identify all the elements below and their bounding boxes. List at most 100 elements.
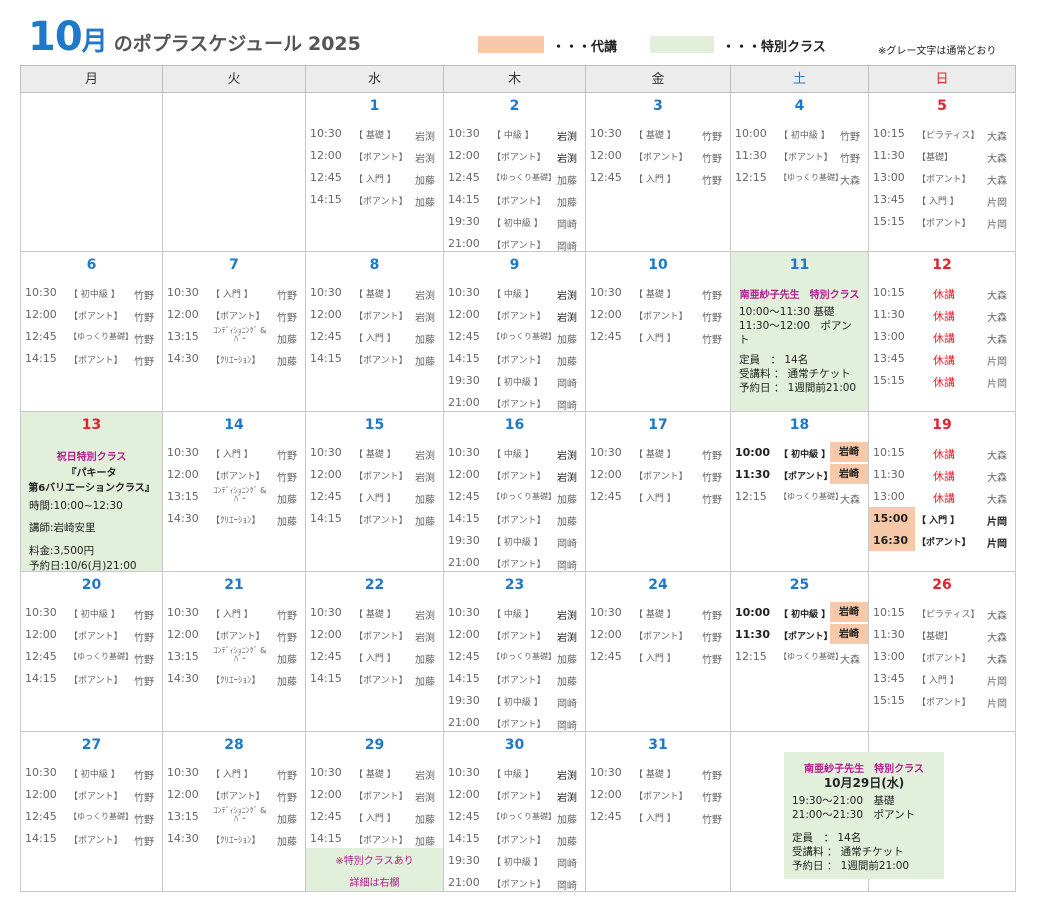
- lesson-time: 14:30: [167, 512, 199, 525]
- lesson-class: 【ポアント】: [354, 472, 408, 482]
- lesson-instructor: 加藤: [277, 837, 297, 848]
- lesson-class: 【 基礎 】: [634, 770, 676, 780]
- lesson-class: 【ポアント】: [917, 538, 971, 548]
- lesson-class: 【 初中級 】: [492, 698, 543, 708]
- lesson-time: 15:00: [869, 507, 915, 529]
- special-class-detail: 受講料 ： 通常チケット: [739, 368, 851, 380]
- day-number: 21: [224, 577, 244, 593]
- lesson-instructor: 片岡: [987, 699, 1007, 710]
- lesson-instructor: 竹野: [277, 771, 297, 782]
- lesson-instructor: 加藤: [415, 357, 435, 368]
- lesson-time: 10:30: [310, 127, 342, 140]
- lesson-row: 19:30 【 初中級 】 岡崎: [444, 371, 585, 391]
- lesson-row: 12:00 【ポアント】 竹野: [163, 305, 305, 325]
- special-class-note: ※特別クラスあり 詳細は右欄: [306, 848, 443, 891]
- lesson-class: 【ポアント】: [69, 792, 123, 802]
- lesson-time: 11:30: [735, 628, 771, 641]
- day-number: 11: [789, 257, 810, 273]
- lesson-row: 12:45 【 入門 】 竹野: [586, 807, 730, 827]
- lesson-instructor: 岡崎: [557, 242, 577, 253]
- lesson-time: 12:00: [25, 788, 57, 801]
- lesson-class: 【ポアント】: [917, 698, 971, 708]
- lesson-row: 10:00 【 初中級 】岩崎: [731, 442, 868, 463]
- lesson-row: 14:30 【ｸﾘｴｰｼｮﾝ】 加藤: [163, 669, 305, 689]
- lesson-time: 21:00: [448, 396, 480, 409]
- lesson-row: 10:30 【 基礎 】 岩渕: [306, 763, 443, 783]
- lesson-class: 【 初中級 】: [69, 770, 120, 780]
- lesson-row: 21:00 【ポアント】 岡崎: [444, 713, 585, 733]
- lesson-time: 12:45: [448, 171, 480, 184]
- lesson-time: 15:15: [873, 694, 905, 707]
- lesson-instructor: 加藤: [277, 655, 297, 666]
- lesson-class: 【 入門 】: [634, 494, 676, 504]
- special-class-title: 祝日特別クラス: [56, 452, 127, 463]
- lesson-time: 14:15: [310, 512, 342, 525]
- lesson-row: 10:30 【 初中級 】 竹野: [21, 283, 162, 303]
- lesson-instructor: 加藤: [277, 517, 297, 528]
- lesson-time: 12:00: [590, 788, 622, 801]
- lesson-row: 10:30 【 基礎 】 竹野: [586, 124, 730, 144]
- lesson-row: 10:30 【 基礎 】 岩渕: [306, 283, 443, 303]
- lesson-row: 13:15 ｺﾝﾃﾞｨｼｮﾆﾝｸﾞ &ﾊﾞｰ 加藤: [163, 487, 305, 507]
- lesson-instructor: 加藤: [557, 357, 577, 368]
- weekday-header: 金: [586, 65, 731, 93]
- legend-special-label: ・・・特別クラス: [722, 40, 826, 55]
- day-number: 5: [937, 98, 947, 114]
- lesson-time: 12:00: [448, 149, 480, 162]
- lesson-row: 14:15 【ポアント】 竹野: [21, 349, 162, 369]
- lesson-row: 12:00 【ポアント】 竹野: [163, 465, 305, 485]
- lesson-row: 13:00 【ポアント】 大森: [869, 168, 1015, 188]
- day-number: 28: [224, 737, 244, 753]
- day-cell: 26 10:15 【ピラティス】 大森 11:30 【基礎】 大森 13:00 【ポアント】 大森…: [869, 572, 1016, 732]
- special-box-title: 南亜紗子先生 特別クラス: [804, 764, 924, 775]
- lesson-class: 休講: [933, 492, 955, 505]
- lesson-instructor: 加藤: [557, 335, 577, 346]
- lesson-time: 14:15: [310, 672, 342, 685]
- lesson-row: 12:45 【ゆっくり基礎】 加藤: [444, 487, 585, 507]
- special-box-line: 19:30～21:00 基礎: [792, 795, 895, 807]
- lesson-class: 休講: [933, 354, 955, 367]
- lesson-row: 10:30 【 基礎 】 岩渕: [306, 124, 443, 144]
- lesson-class: 【ゆっくり基礎】: [779, 652, 843, 661]
- day-number: 31: [648, 737, 668, 753]
- lesson-row: 12:00 【ポアント】 竹野: [586, 625, 730, 645]
- lesson-class: ｺﾝﾃﾞｨｼｮﾆﾝｸﾞ &ﾊﾞｰ: [213, 486, 267, 503]
- lesson-instructor: 岩渕: [415, 611, 435, 622]
- lesson-class: 【ゆっくり基礎】: [69, 332, 133, 341]
- lesson-time: 10:15: [873, 446, 905, 459]
- lesson-instructor: 竹野: [277, 473, 297, 484]
- lesson-class: ｺﾝﾃﾞｨｼｮﾆﾝｸﾞ &ﾊﾞｰ: [213, 806, 267, 823]
- lesson-class: 【ポアント】: [917, 219, 971, 229]
- lesson-time: 15:15: [873, 215, 905, 228]
- lesson-instructor: 岡崎: [557, 539, 577, 550]
- lesson-row: 12:00 【ポアント】 竹野: [586, 785, 730, 805]
- lesson-row: 12:00 【ポアント】 竹野: [21, 305, 162, 325]
- lesson-class: 【ポアント】: [354, 516, 408, 526]
- lesson-row: 13:45 【 入門 】 片岡: [869, 190, 1015, 210]
- lesson-instructor: 大森: [987, 655, 1007, 666]
- lesson-instructor: 竹野: [277, 793, 297, 804]
- lesson-row: 11:30 【ポアント】 岩崎: [731, 464, 868, 485]
- day-number: 30: [504, 737, 525, 753]
- lesson-time: 10:30: [590, 766, 622, 779]
- lesson-instructor: 岩渕: [415, 132, 435, 143]
- lesson-row: 14:30 【ｸﾘｴｰｼｮﾝ】 加藤: [163, 829, 305, 849]
- lesson-class: 【 中級 】: [492, 610, 534, 620]
- lesson-row: 10:30 【 基礎 】 竹野: [586, 283, 730, 303]
- day-cell: [869, 732, 1016, 892]
- lesson-row: 21:00 【ポアント】 岡崎: [444, 234, 585, 254]
- lesson-row: 10:15 休講 大森: [869, 443, 1015, 463]
- lesson-instructor: 竹野: [134, 815, 154, 826]
- lesson-class: 【ポアント】: [69, 836, 123, 846]
- lesson-class: 【ｸﾘｴｰｼｮﾝ】: [211, 676, 261, 686]
- day-cell: 24 10:30 【 基礎 】竹野 12:00 【ポアント】 竹野 12:45 【 入門 】竹…: [586, 572, 731, 732]
- lesson-instructor: 加藤: [415, 837, 435, 848]
- special-box-line: 21:00～21:30 ポアント: [792, 809, 916, 821]
- lesson-class: 【基礎】: [917, 153, 954, 163]
- lesson-class: 【ポアント】: [492, 312, 546, 322]
- day-cell: 9 10:30 【 中級 】岩渕 12:00 【ポアント】 岩渕 12:45 【ゆっくり基礎】…: [444, 252, 586, 412]
- day-number: 12: [932, 257, 952, 273]
- day-cell: [20, 93, 163, 252]
- lesson-time: 13:00: [873, 330, 905, 343]
- lesson-time: 12:00: [167, 628, 199, 641]
